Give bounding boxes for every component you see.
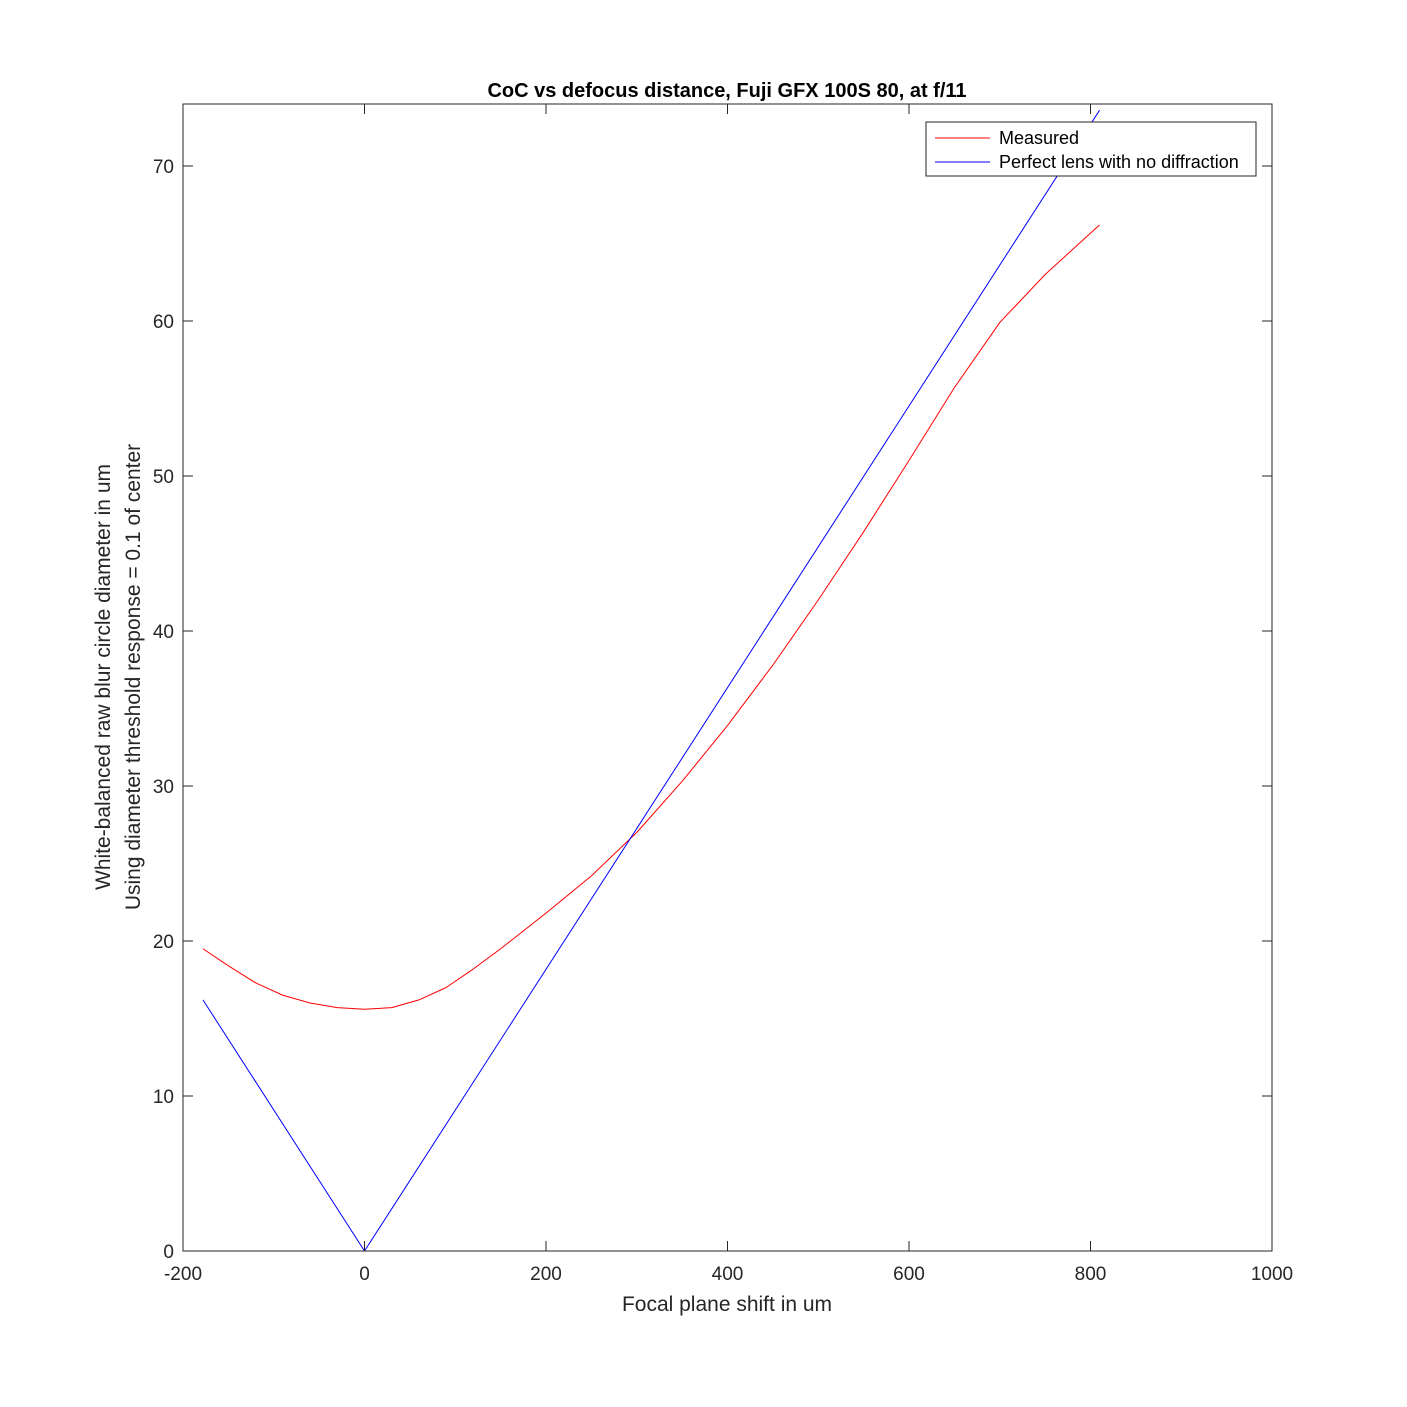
series-line-0 <box>202 224 1100 1010</box>
legend: Measured Perfect lens with no diffractio… <box>925 121 1257 177</box>
legend-label-measured: Measured <box>999 128 1079 148</box>
x-ticks: -200 0 200 400 600 800 1000 <box>164 104 1293 1285</box>
y-axis-label-line-1: White-balanced raw blur circle diameter … <box>92 464 115 890</box>
x-tick-label: 1000 <box>1251 1264 1293 1285</box>
legend-box <box>925 121 1257 177</box>
y-tick-label: 60 <box>153 312 174 333</box>
y-tick-label: 20 <box>153 932 174 953</box>
y-tick-label: 40 <box>153 622 174 643</box>
x-tick-label: -200 <box>164 1264 202 1285</box>
legend-label-perfect-lens: Perfect lens with no diffraction <box>999 152 1239 172</box>
x-tick-label: 0 <box>359 1264 370 1285</box>
y-tick-label: 30 <box>153 777 174 798</box>
x-tick-label: 200 <box>530 1264 562 1285</box>
y-tick-label: 50 <box>153 467 174 488</box>
series-line-1 <box>202 109 1101 1251</box>
chart-title: CoC vs defocus distance, Fuji GFX 100S 8… <box>487 80 966 102</box>
x-tick-label: 800 <box>1075 1264 1107 1285</box>
y-tick-label: 10 <box>153 1087 174 1108</box>
y-tick-label: 70 <box>153 157 174 178</box>
x-tick-label: 400 <box>712 1264 744 1285</box>
x-axis-label: Focal plane shift in um <box>622 1293 832 1316</box>
y-ticks: 0 10 20 30 40 50 60 70 <box>153 157 1272 1263</box>
y-axis-label: White-balanced raw blur circle diameter … <box>92 444 145 910</box>
y-tick-label: 0 <box>163 1242 174 1263</box>
series-layer <box>202 109 1101 1251</box>
y-axis-label-line-2: Using diameter threshold response = 0.1 … <box>122 444 145 910</box>
x-tick-label: 600 <box>893 1264 925 1285</box>
